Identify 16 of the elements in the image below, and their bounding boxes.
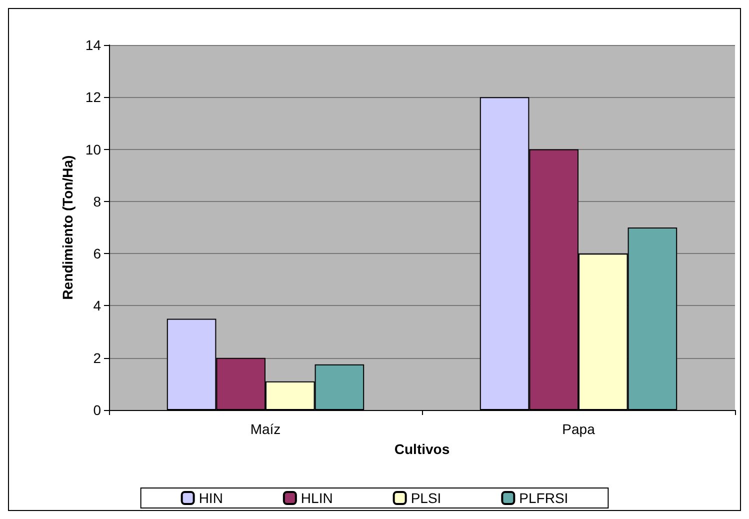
y-tick-label: 8: [93, 193, 102, 210]
x-axis-title: Cultivos: [394, 441, 450, 457]
y-tick-label: 4: [93, 298, 102, 314]
y-axis-title: Rendimiento (Ton/Ha): [60, 155, 76, 300]
x-tick-label: Papa: [562, 421, 596, 437]
legend-label: HLIN: [300, 490, 333, 506]
y-tick-label: 12: [85, 89, 102, 106]
legend-label: HIN: [198, 490, 223, 506]
y-tick-label: 6: [93, 246, 102, 262]
y-tick-label: 10: [85, 141, 102, 158]
y-tick-label: 0: [93, 402, 102, 418]
y-tick-label: 2: [93, 350, 102, 366]
y-tick-label: 14: [85, 37, 102, 53]
x-tick-label: Maíz: [250, 421, 281, 437]
legend-label: PLSI: [410, 490, 442, 506]
legend-label: PLFRSI: [519, 490, 568, 506]
